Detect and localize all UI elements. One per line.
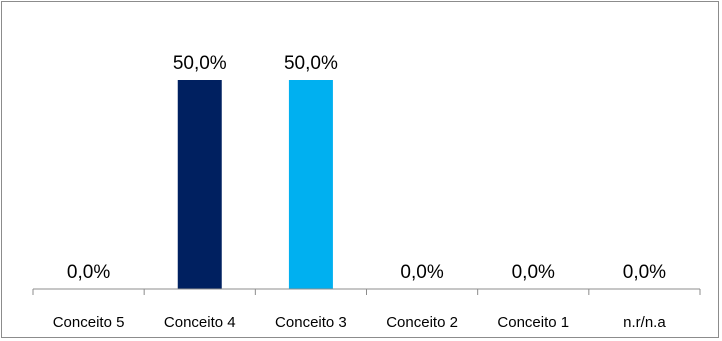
x-tick-labels-group: Conceito 5 Conceito 4 Conceito 3 Conceito 2…: [53, 314, 667, 331]
x-tick-label-n-r-n-a: n.r/n.a: [623, 314, 666, 331]
x-axis: [32, 288, 701, 295]
data-label-conceito-1: 0,0%: [512, 262, 555, 283]
data-label-conceito-4: 50,0%: [173, 53, 227, 74]
x-tick-label-conceito-1: Conceito 1: [497, 314, 569, 331]
bar-conceito-3: [288, 80, 333, 289]
x-tick-label-conceito-4: Conceito 4: [164, 314, 236, 331]
data-labels-group: 0,0% 50,0% 50,0% 0,0% 0,0% 0,0%: [67, 53, 666, 283]
bar-conceito-4: [177, 80, 222, 289]
x-tick-label-conceito-5: Conceito 5: [53, 314, 125, 331]
data-label-n-r-n-a: 0,0%: [623, 262, 666, 283]
data-label-conceito-5: 0,0%: [67, 262, 110, 283]
x-tick-label-conceito-3: Conceito 3: [275, 314, 347, 331]
data-label-conceito-3: 50,0%: [284, 53, 338, 74]
bars-group: [177, 80, 333, 289]
x-tick-label-conceito-2: Conceito 2: [386, 314, 458, 331]
data-label-conceito-2: 0,0%: [400, 262, 443, 283]
